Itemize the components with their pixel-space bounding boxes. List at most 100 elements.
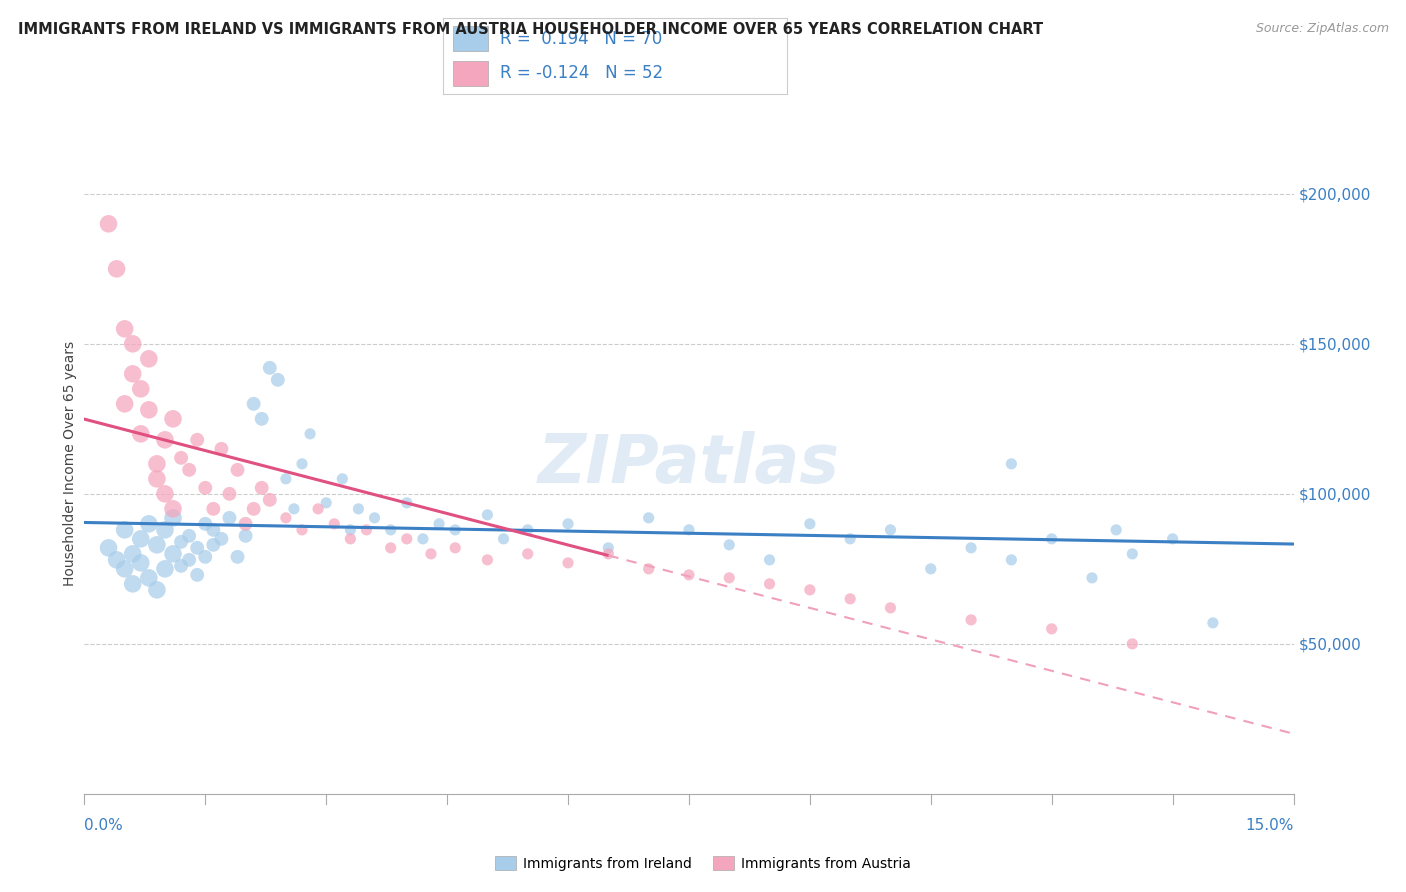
Point bbox=[146, 472, 169, 486]
Point bbox=[839, 532, 862, 546]
Point bbox=[492, 532, 515, 546]
Point bbox=[1121, 547, 1143, 561]
Point bbox=[129, 382, 152, 396]
Point bbox=[678, 523, 700, 537]
Point bbox=[242, 501, 264, 516]
Point bbox=[162, 501, 184, 516]
Point bbox=[274, 472, 297, 486]
Point bbox=[179, 553, 201, 567]
Point bbox=[516, 523, 538, 537]
Point bbox=[598, 541, 620, 555]
Point bbox=[121, 367, 143, 381]
Point bbox=[960, 541, 983, 555]
Point bbox=[637, 511, 659, 525]
Point bbox=[427, 516, 450, 531]
FancyBboxPatch shape bbox=[453, 26, 488, 51]
Point bbox=[170, 450, 193, 465]
Point bbox=[186, 541, 208, 555]
Point bbox=[138, 571, 160, 585]
Point bbox=[138, 516, 160, 531]
Point bbox=[235, 516, 257, 531]
Text: IMMIGRANTS FROM IRELAND VS IMMIGRANTS FROM AUSTRIA HOUSEHOLDER INCOME OVER 65 YE: IMMIGRANTS FROM IRELAND VS IMMIGRANTS FR… bbox=[18, 22, 1043, 37]
Point bbox=[299, 426, 322, 441]
Point bbox=[356, 523, 378, 537]
Point bbox=[226, 463, 249, 477]
Y-axis label: Householder Income Over 65 years: Householder Income Over 65 years bbox=[63, 342, 77, 586]
Point bbox=[209, 442, 232, 456]
Point bbox=[121, 577, 143, 591]
Point bbox=[162, 547, 184, 561]
Point bbox=[1202, 615, 1225, 630]
Point bbox=[146, 582, 169, 597]
Point bbox=[153, 487, 176, 501]
Text: Source: ZipAtlas.com: Source: ZipAtlas.com bbox=[1256, 22, 1389, 36]
Point bbox=[920, 562, 942, 576]
Point bbox=[97, 541, 120, 555]
Point bbox=[186, 433, 208, 447]
Point bbox=[339, 532, 361, 546]
Point bbox=[307, 501, 329, 516]
Point bbox=[121, 547, 143, 561]
Point bbox=[129, 426, 152, 441]
Point bbox=[380, 523, 402, 537]
Point bbox=[250, 481, 273, 495]
Point bbox=[444, 541, 467, 555]
Point bbox=[291, 457, 314, 471]
Point bbox=[412, 532, 434, 546]
Point bbox=[477, 553, 499, 567]
Point bbox=[718, 571, 741, 585]
Point bbox=[799, 582, 821, 597]
Point bbox=[1161, 532, 1184, 546]
Point bbox=[259, 492, 281, 507]
Point bbox=[879, 600, 901, 615]
Point bbox=[1121, 637, 1143, 651]
Point bbox=[267, 373, 290, 387]
Point bbox=[202, 501, 225, 516]
Point bbox=[153, 523, 176, 537]
Point bbox=[1081, 571, 1104, 585]
Point bbox=[209, 532, 232, 546]
Point bbox=[879, 523, 901, 537]
Point bbox=[235, 529, 257, 543]
Point bbox=[1040, 532, 1063, 546]
Point bbox=[153, 433, 176, 447]
Point bbox=[799, 516, 821, 531]
Point bbox=[758, 553, 780, 567]
Point bbox=[114, 562, 136, 576]
FancyBboxPatch shape bbox=[453, 61, 488, 87]
Point bbox=[162, 412, 184, 426]
Point bbox=[1105, 523, 1128, 537]
Point bbox=[114, 523, 136, 537]
Point bbox=[218, 487, 240, 501]
Point bbox=[678, 567, 700, 582]
Point bbox=[758, 577, 780, 591]
Point bbox=[1000, 553, 1022, 567]
Point bbox=[330, 472, 353, 486]
Point bbox=[186, 567, 208, 582]
Point bbox=[179, 529, 201, 543]
Point bbox=[97, 217, 120, 231]
Point bbox=[138, 351, 160, 366]
Point bbox=[395, 532, 418, 546]
Point bbox=[323, 516, 346, 531]
Point bbox=[202, 523, 225, 537]
Point bbox=[114, 322, 136, 336]
Point bbox=[291, 523, 314, 537]
Point bbox=[839, 591, 862, 606]
Point bbox=[138, 402, 160, 417]
Point bbox=[170, 558, 193, 573]
Point bbox=[444, 523, 467, 537]
Point bbox=[121, 336, 143, 351]
Point bbox=[363, 511, 385, 525]
Point bbox=[146, 538, 169, 552]
Point bbox=[105, 553, 128, 567]
Point bbox=[194, 481, 217, 495]
Point bbox=[202, 538, 225, 552]
Point bbox=[1000, 457, 1022, 471]
Point bbox=[477, 508, 499, 522]
Point bbox=[179, 463, 201, 477]
Point bbox=[420, 547, 443, 561]
Point bbox=[960, 613, 983, 627]
Point bbox=[226, 549, 249, 564]
Point bbox=[315, 496, 337, 510]
